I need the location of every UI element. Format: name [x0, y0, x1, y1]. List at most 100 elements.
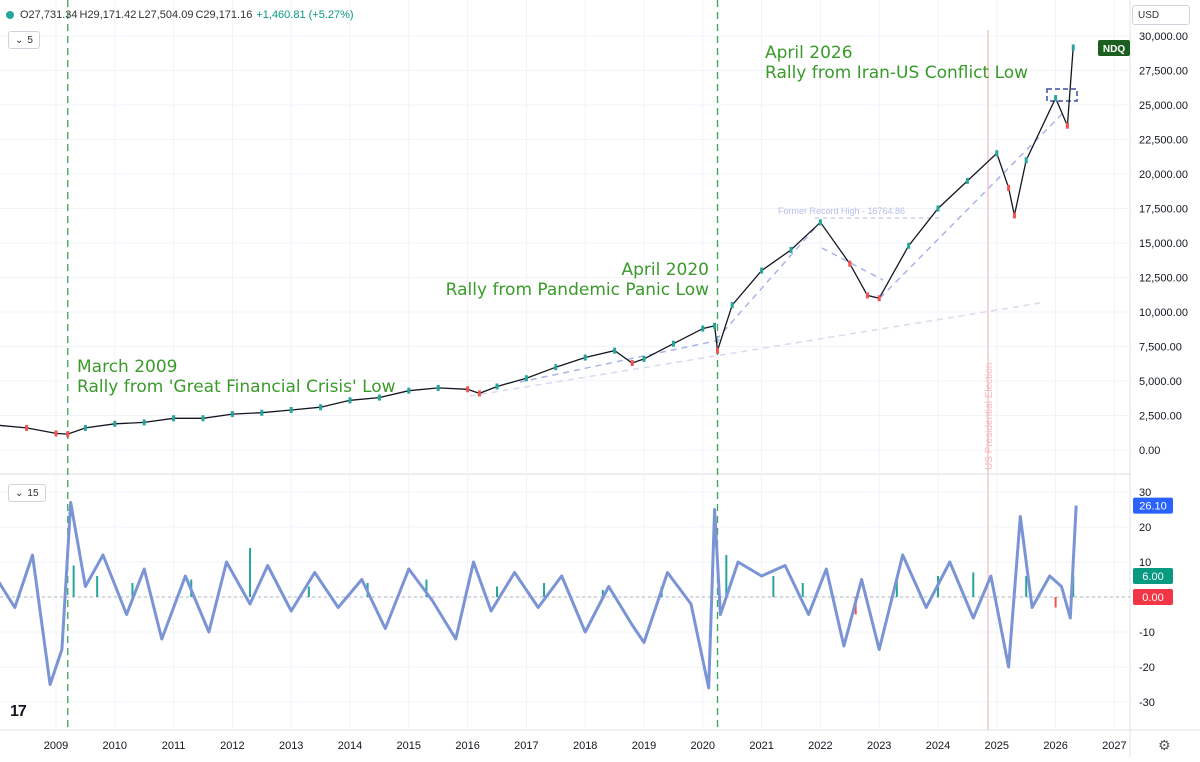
- price-tick-label: 27,500.00: [1139, 66, 1188, 78]
- price-candle: [377, 394, 381, 401]
- histogram-bar: [131, 583, 134, 597]
- time-tick-label: 2018: [573, 740, 597, 752]
- price-candle: [477, 390, 481, 397]
- histogram-bar: [972, 572, 975, 597]
- price-candle: [716, 347, 719, 354]
- price-tick-label: 5,000.00: [1139, 376, 1182, 388]
- time-tick-label: 2019: [632, 740, 656, 752]
- time-tick-label: 2016: [455, 740, 479, 752]
- histogram-bar: [543, 583, 546, 597]
- time-tick-label: 2015: [397, 740, 421, 752]
- chevron-down-icon: ⌄: [15, 34, 24, 46]
- trendline-2021: [715, 227, 816, 341]
- settings-gear-icon[interactable]: ⚙: [1158, 737, 1171, 753]
- price-candle: [466, 386, 470, 393]
- main-pane-toggle-label: 5: [27, 34, 33, 46]
- price-candle: [348, 397, 352, 404]
- price-candle: [407, 387, 411, 394]
- price-candle: [113, 420, 117, 427]
- value-tag-label: 26.10: [1139, 501, 1167, 513]
- oscillator-tick-label: -10: [1139, 627, 1155, 639]
- chevron-down-icon: ⌄: [15, 487, 24, 499]
- price-candle: [230, 411, 234, 418]
- price-candle: [1054, 95, 1058, 102]
- price-tick-label: 25,000.00: [1139, 100, 1188, 112]
- price-candle: [260, 409, 264, 416]
- oscillator-tick-label: -30: [1139, 697, 1155, 709]
- time-tick-label: 2026: [1043, 740, 1067, 752]
- histogram-bar: [601, 590, 604, 597]
- grid: [0, 0, 1130, 730]
- oscillator-pane-toggle-label: 15: [27, 487, 39, 499]
- price-candle: [25, 424, 29, 431]
- price-tick-label: 2,500.00: [1139, 411, 1182, 423]
- currency-button[interactable]: USD: [1132, 5, 1190, 25]
- chart-labels: 30,000.00 27,500.00 25,000.00 22,500.00 20,0…: [44, 31, 1188, 752]
- price-candle: [613, 347, 617, 354]
- price-candle: [319, 404, 323, 411]
- ohlc-legend: O27,731.34 H29,171.42 L27,504.09 C29,171…: [6, 6, 356, 24]
- histogram-bar: [249, 548, 252, 597]
- histogram-bar: [772, 576, 775, 597]
- main-pane-toggle-button[interactable]: ⌄ 5: [8, 31, 40, 49]
- time-tick-label: 2013: [279, 740, 303, 752]
- oscillator-line: [0, 501, 1078, 690]
- price-candle: [995, 150, 999, 157]
- price-candle: [789, 246, 793, 253]
- price-candle: [172, 415, 176, 422]
- oscillator-tick-label: -20: [1139, 662, 1155, 674]
- annotation-subtitle: Rally from Pandemic Panic Low: [446, 280, 709, 300]
- price-candle: [524, 375, 528, 382]
- price-candle: [818, 219, 822, 226]
- time-tick-label: 2014: [338, 740, 362, 752]
- price-candle: [965, 177, 969, 184]
- oscillator-pane-toggle-button[interactable]: ⌄ 15: [8, 484, 46, 502]
- time-tick-label: 2010: [103, 740, 127, 752]
- histogram-bar: [425, 579, 428, 597]
- price-candle: [642, 355, 646, 362]
- symbol-tag-bg: [1098, 40, 1130, 56]
- time-tick-label: 2020: [691, 740, 715, 752]
- trendline-2022: [821, 247, 884, 281]
- oscillator-series: [0, 501, 1130, 690]
- histogram-bar: [496, 586, 498, 597]
- annotation-subtitle: Rally from Iran-US Conflict Low: [765, 63, 1028, 83]
- value-tag-label: 6.00: [1142, 571, 1163, 583]
- price-candle: [289, 406, 293, 413]
- price-candle: [730, 302, 734, 309]
- time-tick-label: 2023: [867, 740, 891, 752]
- value-tag-bg: [1133, 589, 1173, 605]
- price-tick-label: 10,000.00: [1139, 307, 1188, 319]
- price-candle: [701, 325, 705, 332]
- symbol-tag-label: NDQ: [1103, 44, 1125, 55]
- annotation-title: April 2026: [765, 43, 853, 63]
- time-tick-label: 2017: [514, 740, 538, 752]
- price-candle: [877, 295, 881, 302]
- value-tag-bg: [1133, 568, 1173, 584]
- price-candle: [583, 354, 587, 361]
- price-tick-label: 20,000.00: [1139, 169, 1188, 181]
- time-tick-label: 2009: [44, 740, 68, 752]
- price-candle: [848, 260, 852, 267]
- price-tick-label: 30,000.00: [1139, 31, 1188, 43]
- price-candle: [630, 360, 634, 367]
- annotation-subtitle: Rally from 'Great Financial Crisis' Low: [77, 377, 396, 397]
- symbol-status-icon: [6, 11, 14, 19]
- tradingview-logo-icon: 17: [10, 703, 27, 720]
- histogram-bar: [801, 583, 804, 597]
- price-candle: [1024, 157, 1028, 164]
- price-candle: [554, 364, 558, 371]
- annotation-title: April 2020: [621, 260, 709, 280]
- time-tick-label: 2012: [220, 740, 244, 752]
- price-candle: [54, 430, 58, 437]
- time-tick-label: 2024: [926, 740, 950, 752]
- price-candle: [201, 415, 205, 422]
- histogram-bar: [72, 565, 75, 597]
- price-candle: [907, 242, 911, 249]
- value-tag-label: 0.00: [1142, 592, 1163, 604]
- price-tick-label: 0.00: [1139, 445, 1160, 457]
- open-value: O27,731.34: [20, 9, 78, 21]
- price-candle: [1012, 212, 1016, 219]
